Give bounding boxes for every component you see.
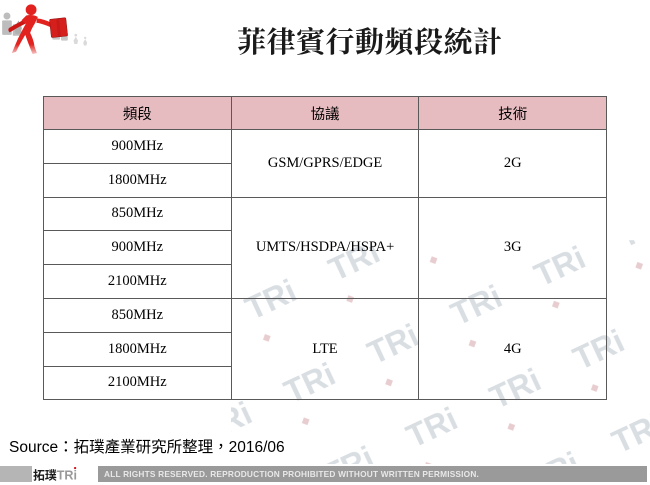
svg-text:TRi: TRi bbox=[57, 468, 77, 482]
svg-text:拓璞: 拓璞 bbox=[33, 468, 57, 482]
